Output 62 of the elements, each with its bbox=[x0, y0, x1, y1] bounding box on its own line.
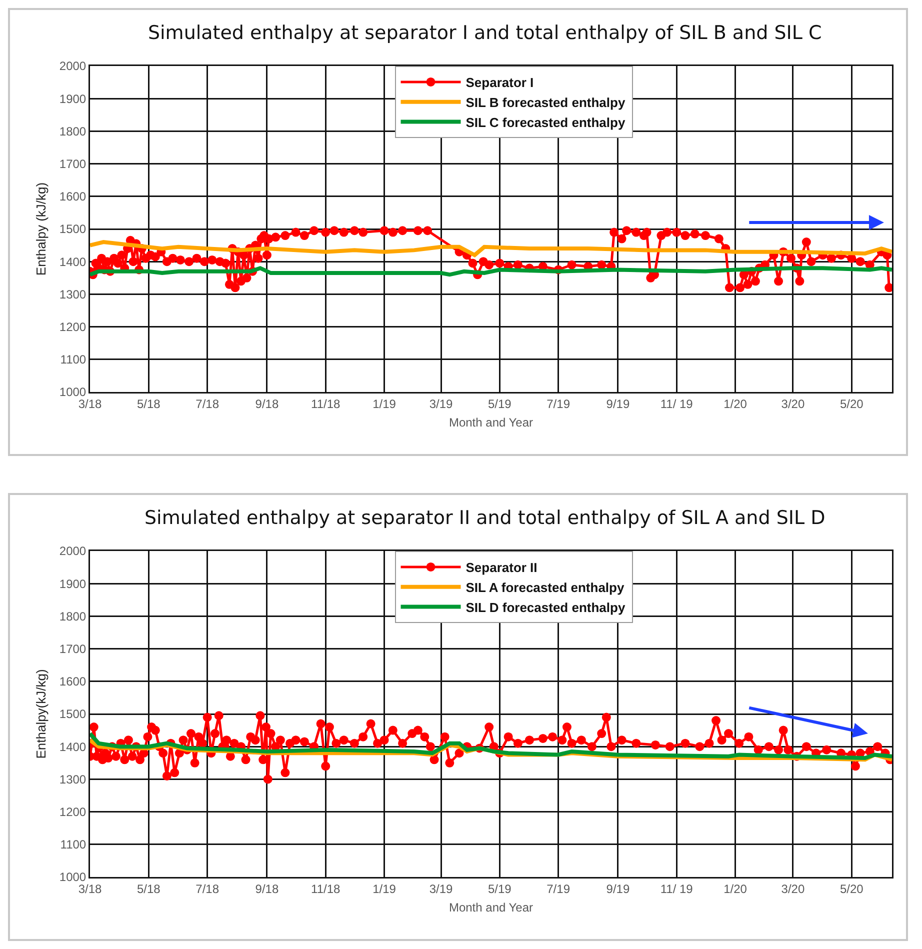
x-tick-label: 5/20 bbox=[840, 882, 864, 896]
y-tick-label: 1400 bbox=[59, 254, 86, 269]
legend-label: SIL D forecasted enthalpy bbox=[466, 600, 626, 615]
legend-label: Separator I bbox=[466, 75, 534, 90]
x-tick-label: 1/19 bbox=[372, 882, 396, 896]
x-tick-label: 11/ 19 bbox=[660, 882, 694, 896]
x-tick-label: 11/18 bbox=[311, 396, 340, 411]
y-tick-label: 1500 bbox=[59, 707, 86, 722]
y-tick-label: 1700 bbox=[59, 642, 86, 656]
y-tick-label: 1900 bbox=[59, 92, 86, 106]
x-tick-label: 5/19 bbox=[488, 882, 512, 896]
y-tick-label: 1100 bbox=[60, 352, 86, 367]
y-tick-label: 1600 bbox=[59, 190, 86, 204]
y-tick-label: 1400 bbox=[59, 740, 86, 754]
y-tick-label: 1800 bbox=[59, 609, 86, 624]
legend-label: Separator II bbox=[466, 560, 538, 576]
legend-label: SIL B forecasted enthalpy bbox=[466, 94, 626, 110]
y-tick-label: 1900 bbox=[59, 576, 86, 591]
x-tick-label: 9/18 bbox=[255, 882, 279, 896]
x-tick-label: 3/20 bbox=[781, 396, 805, 411]
chart-title: Simulated enthalpy at separator II and total enthalpy of SIL A and SIL D bbox=[144, 506, 826, 529]
y-tick-label: 1700 bbox=[59, 157, 86, 171]
x-tick-label: 7/19 bbox=[546, 396, 570, 411]
x-tick-label: 5/18 bbox=[136, 396, 161, 411]
x-tick-label: 5/18 bbox=[136, 882, 161, 896]
x-tick-label: 9/19 bbox=[606, 396, 630, 411]
y-tick-label: 1000 bbox=[59, 385, 86, 400]
x-tick-label: 7/18 bbox=[196, 882, 220, 896]
y-tick-label: 1100 bbox=[60, 838, 86, 852]
x-axis-title: Month and Year bbox=[448, 416, 534, 430]
x-tick-label: 9/19 bbox=[606, 882, 630, 896]
chart-title: Simulated enthalpy at separator I and total enthalpy of SIL B and SIL C bbox=[148, 22, 822, 44]
y-tick-label: 1200 bbox=[59, 320, 86, 334]
x-tick-label: 11/ 19 bbox=[660, 396, 694, 411]
x-tick-label: 3/18 bbox=[78, 396, 102, 411]
x-axis-title: Month and Year bbox=[448, 900, 534, 915]
x-tick-label: 9/18 bbox=[255, 396, 279, 411]
x-tick-label: 1/20 bbox=[724, 396, 748, 411]
x-tick-label: 3/19 bbox=[429, 882, 453, 896]
x-tick-label: 5/20 bbox=[840, 396, 864, 411]
x-tick-label: 5/19 bbox=[488, 396, 512, 411]
y-tick-label: 1600 bbox=[59, 674, 86, 689]
x-tick-label: 7/18 bbox=[196, 396, 220, 411]
y-tick-label: 1300 bbox=[59, 772, 86, 786]
y-tick-label: 1800 bbox=[59, 124, 86, 138]
y-tick-label: 1000 bbox=[59, 870, 86, 884]
x-tick-label: 1/20 bbox=[724, 882, 748, 896]
x-tick-label: 3/18 bbox=[78, 882, 102, 896]
y-tick-label: 1300 bbox=[59, 287, 86, 302]
x-tick-label: 3/19 bbox=[429, 396, 453, 411]
x-tick-label: 1/19 bbox=[372, 396, 396, 411]
x-tick-label: 3/20 bbox=[781, 882, 805, 896]
x-tick-label: 11/18 bbox=[311, 882, 340, 896]
y-axis-title: Enthalpy (kJ/kg) bbox=[34, 182, 49, 276]
y-tick-label: 2000 bbox=[59, 59, 86, 74]
legend-label: SIL C forecasted enthalpy bbox=[466, 114, 626, 130]
y-tick-label: 1200 bbox=[59, 805, 86, 819]
y-tick-label: 1500 bbox=[59, 222, 86, 236]
x-tick-label: 7/19 bbox=[546, 882, 570, 896]
y-tick-label: 2000 bbox=[59, 544, 86, 558]
legend-label: SIL A forecasted enthalpy bbox=[466, 580, 625, 595]
y-axis-title: Enthalpy(kJ/kg) bbox=[34, 669, 49, 759]
